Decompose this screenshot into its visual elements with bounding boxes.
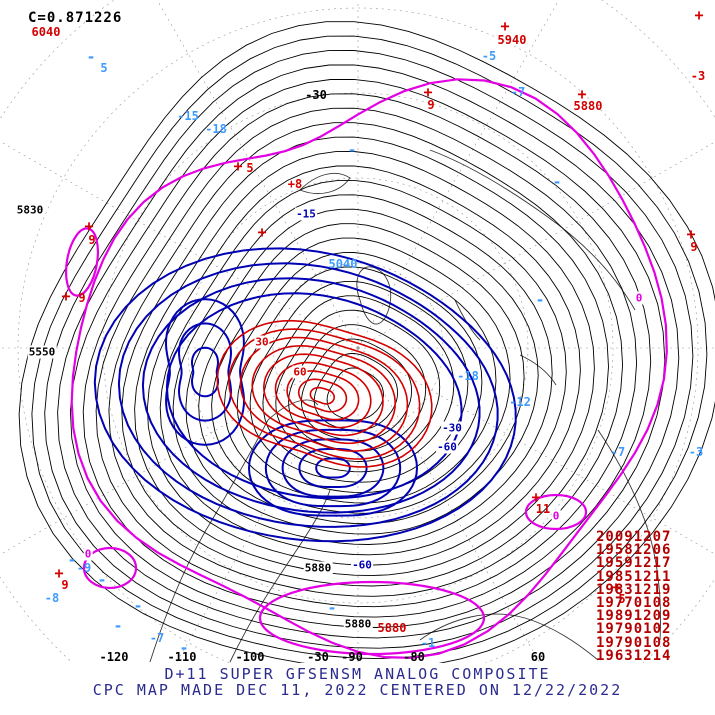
contour-line [159,179,567,556]
contour-line [165,292,463,500]
analog-date: 19770108 [596,595,672,612]
coastline [519,354,557,386]
analog-date: 19790102 [596,621,672,638]
contour-line [262,353,384,437]
analog-date: 19790108 [596,634,672,651]
footer-subtitle: CPC MAP MADE DEC 11, 2022 CENTERED ON 12… [92,681,623,699]
analog-date: 19591217 [596,555,672,572]
longitude-line [357,347,541,663]
contour-line [185,208,539,535]
negative-anomaly-contours [93,247,517,543]
analog-date: 19891209 [596,608,672,625]
contour-line [69,78,666,628]
longitude-line [357,347,715,555]
coastline [419,613,599,661]
correlation-value: C=0.871226 [28,10,123,26]
contour-line [264,428,402,508]
analog-date: 19851211 [596,568,672,585]
contour-line [190,346,220,398]
contour-line [223,252,497,504]
latitude-circle [17,7,699,663]
footer-title: D+11 SUPER GFSENSM ANALOG COMPOSITE [164,665,551,683]
contour-line [262,295,455,473]
contour-line [249,280,469,483]
contour-line [228,328,421,460]
contour-line [134,151,595,577]
contour-line [251,344,397,445]
contour-line [57,64,680,639]
contour-line [216,319,433,468]
contour-line [82,93,652,618]
contour-line [298,448,368,488]
contour-line [309,386,335,405]
contour-line [95,107,638,608]
analog-dates-list: 20091207 19581206 19591217 19851211 19831219… [596,529,672,664]
contour-line [247,419,419,517]
map-footer: D+11 SUPER GFSENSM ANALOG COMPOSITE CPC … [0,666,715,698]
longitude-line [156,0,359,349]
contour-line [286,370,360,421]
contour-line [108,122,624,597]
coastline [229,489,331,663]
contour-line [297,378,348,413]
contour-line [313,353,399,431]
analog-date: 19831219 [596,581,672,598]
analog-date: 19581206 [596,542,672,559]
longitude-line [357,141,715,349]
analog-date: 19631214 [596,647,672,664]
coastline [299,172,351,194]
coastline [267,399,319,421]
contour-line [198,223,525,525]
coastline [429,149,636,311]
contour-line [93,247,517,543]
contour-line [275,309,441,462]
longitude-line [175,347,359,663]
contour-line [258,580,486,656]
latitude-circle [102,92,614,604]
contour-line [172,194,553,545]
contour-line [281,438,385,498]
contour-line [164,298,246,446]
contour-line [121,136,609,587]
contour-line [82,546,138,590]
contour-line [64,227,100,297]
contour-line [274,361,372,429]
contour-line [211,237,511,514]
contour-line [315,457,351,479]
contour-line [288,324,427,452]
analog-date: 20091207 [596,529,672,545]
contour-line [117,262,499,528]
contour-line [70,78,668,660]
contour-line [146,165,581,566]
contour-line [239,336,409,452]
positive-anomaly-contours [216,319,433,468]
zero-anomaly-contours [64,78,668,660]
contour-line [141,277,481,514]
contour-line [524,493,588,531]
